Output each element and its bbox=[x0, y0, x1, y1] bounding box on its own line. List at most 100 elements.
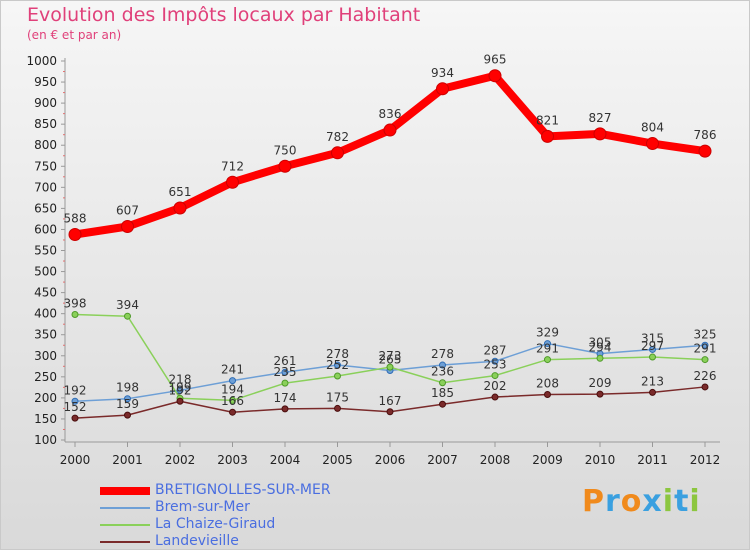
data-point bbox=[439, 400, 446, 408]
data-point bbox=[229, 408, 236, 416]
data-point bbox=[439, 361, 446, 369]
data-point bbox=[701, 356, 709, 364]
data-label: 821 bbox=[536, 113, 559, 127]
data-label: 167 bbox=[379, 394, 402, 408]
legend: BRETIGNOLLES-SUR-MER Brem-sur-Mer La Cha… bbox=[100, 482, 420, 550]
logo-letter: t bbox=[674, 484, 690, 519]
legend-swatch bbox=[100, 541, 150, 543]
data-label: 226 bbox=[694, 369, 717, 383]
data-point bbox=[226, 175, 239, 189]
data-point bbox=[491, 357, 499, 365]
x-tick-label: 2007 bbox=[427, 453, 458, 467]
data-label: 291 bbox=[694, 342, 717, 356]
data-label: 291 bbox=[536, 342, 559, 356]
y-tick-label: 350 bbox=[34, 328, 57, 342]
chart-subtitle: (en € et par an) bbox=[27, 28, 122, 42]
data-label: 305 bbox=[589, 336, 612, 350]
data-point bbox=[436, 82, 449, 96]
data-point bbox=[68, 227, 82, 241]
chart-title: Evolution des Impôts locaux par Habitant bbox=[27, 4, 421, 26]
data-point bbox=[334, 372, 341, 380]
data-label: 836 bbox=[379, 107, 402, 121]
data-label: 174 bbox=[274, 391, 297, 405]
data-label: 253 bbox=[484, 358, 507, 372]
data-label: 287 bbox=[484, 343, 507, 357]
data-label: 152 bbox=[64, 400, 87, 414]
data-point bbox=[71, 311, 79, 319]
x-tick-label: 2004 bbox=[270, 453, 301, 467]
data-point bbox=[229, 377, 236, 385]
data-label: 294 bbox=[589, 340, 612, 354]
data-label: 786 bbox=[694, 128, 717, 142]
data-label: 394 bbox=[116, 298, 139, 312]
y-tick-label: 950 bbox=[34, 75, 57, 89]
legend-swatch bbox=[100, 524, 150, 526]
data-label: 218 bbox=[169, 372, 192, 386]
data-point bbox=[281, 405, 289, 413]
x-tick-label: 2005 bbox=[322, 453, 353, 467]
data-label: 265 bbox=[379, 353, 402, 367]
y-tick-label: 900 bbox=[34, 96, 57, 110]
data-label: 213 bbox=[641, 374, 664, 388]
data-point bbox=[278, 159, 292, 173]
data-point bbox=[646, 137, 659, 151]
y-tick-label: 800 bbox=[34, 138, 57, 152]
data-point bbox=[173, 201, 187, 215]
y-tick-label: 700 bbox=[34, 180, 57, 194]
data-point bbox=[281, 368, 289, 376]
data-point bbox=[386, 363, 394, 371]
data-point bbox=[439, 379, 446, 387]
data-label: 297 bbox=[641, 339, 664, 353]
data-label: 398 bbox=[64, 297, 87, 311]
y-tick-label: 100 bbox=[34, 433, 57, 447]
y-tick-label: 550 bbox=[34, 244, 57, 258]
data-point bbox=[176, 397, 184, 405]
y-axis-ticks: 100 150 200 250 300 350 400 450 500 550 600 650 700 7… bbox=[26, 54, 65, 447]
legend-swatch bbox=[100, 507, 150, 509]
data-label: 607 bbox=[116, 203, 139, 217]
logo-letter: r bbox=[605, 484, 621, 519]
data-point bbox=[386, 408, 394, 416]
data-point bbox=[649, 345, 656, 353]
y-tick-label: 1000 bbox=[26, 54, 57, 68]
x-tick-label: 2011 bbox=[637, 453, 668, 467]
legend-label: La Chaize-Giraud bbox=[155, 516, 276, 532]
data-label: 934 bbox=[431, 66, 454, 80]
x-axis-ticks: 2000 2001 2002 2003 2004 2005 2006 2007 2008 2009… bbox=[60, 442, 720, 467]
data-label: 965 bbox=[484, 53, 507, 67]
legend-label: Landevieille bbox=[155, 533, 239, 549]
data-label: 236 bbox=[431, 365, 454, 379]
y-tick-label: 500 bbox=[34, 265, 57, 279]
data-label: 166 bbox=[221, 394, 244, 408]
logo-letter: P bbox=[582, 484, 605, 519]
data-label: 235 bbox=[274, 365, 297, 379]
data-point bbox=[701, 383, 709, 391]
y-tick-label: 650 bbox=[34, 201, 57, 215]
x-tick-label: 2009 bbox=[532, 453, 563, 467]
x-tick-label: 2010 bbox=[585, 453, 616, 467]
data-label: 241 bbox=[221, 363, 244, 377]
data-label: 199 bbox=[169, 380, 192, 394]
data-point bbox=[281, 379, 289, 387]
data-label: 278 bbox=[326, 347, 349, 361]
x-tick-label: 2008 bbox=[480, 453, 511, 467]
data-point bbox=[698, 144, 712, 158]
logo-letter: o bbox=[620, 484, 643, 519]
data-point bbox=[331, 146, 344, 160]
data-point bbox=[596, 354, 604, 362]
data-label: 194 bbox=[221, 382, 244, 396]
legend-swatch bbox=[100, 487, 150, 495]
data-label: 175 bbox=[326, 390, 349, 404]
data-point bbox=[124, 395, 131, 403]
x-tick-label: 2001 bbox=[112, 453, 143, 467]
logo-letter: i bbox=[689, 484, 701, 519]
data-label: 252 bbox=[326, 358, 349, 372]
y-tick-label: 750 bbox=[34, 159, 57, 173]
data-label: 192 bbox=[169, 383, 192, 397]
data-label: 782 bbox=[326, 130, 349, 144]
y-tick-label: 400 bbox=[34, 307, 57, 321]
data-point bbox=[176, 386, 184, 394]
proxiti-logo: Proxiti bbox=[582, 484, 701, 519]
data-point bbox=[121, 219, 134, 233]
